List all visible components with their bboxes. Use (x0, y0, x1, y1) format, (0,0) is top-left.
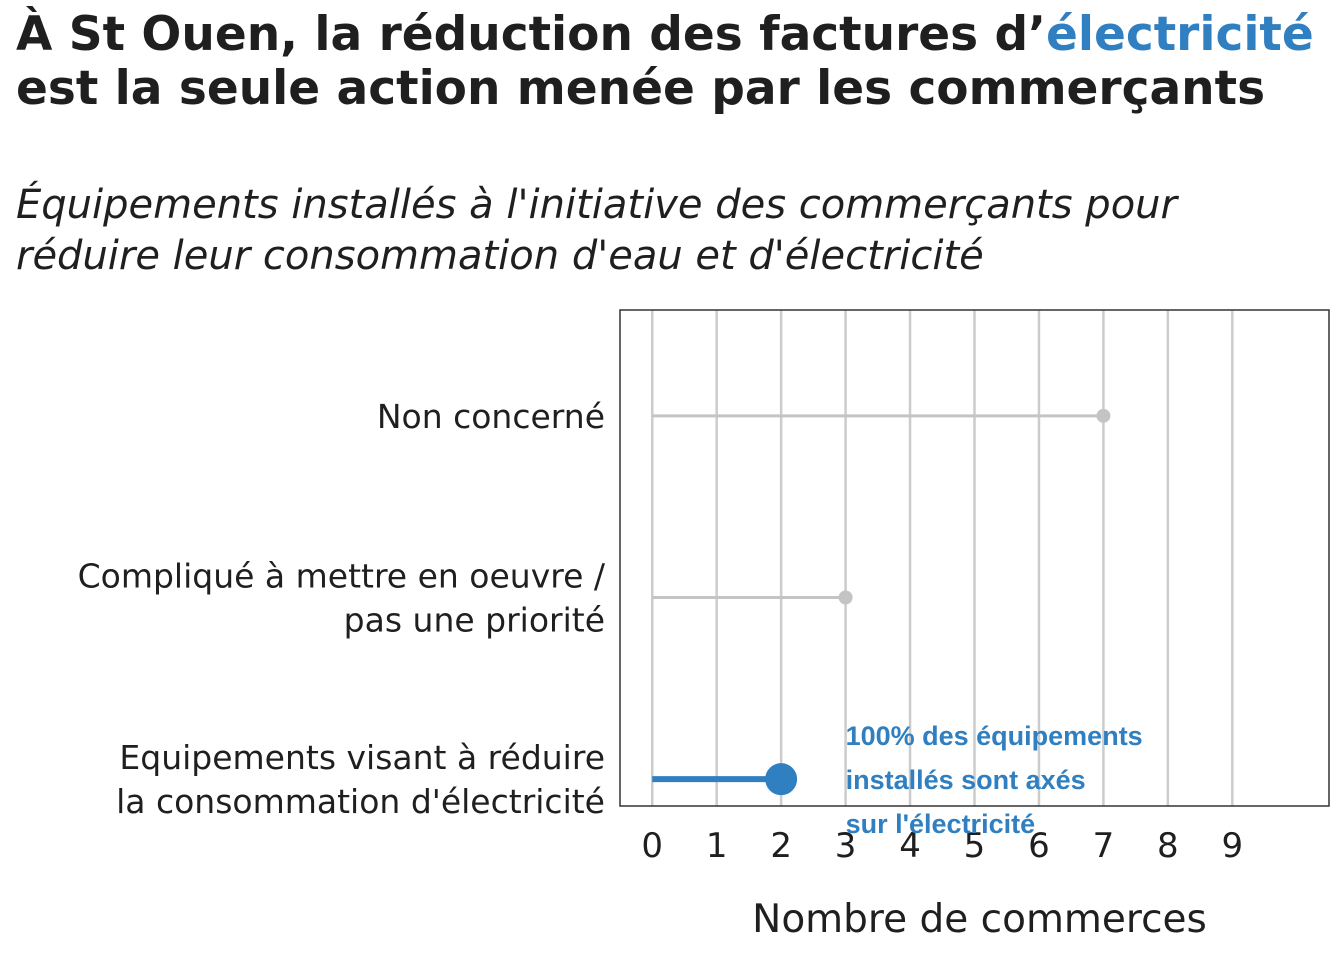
chart-subtitle: Équipements installés à l'initiative des… (16, 182, 1177, 279)
lollipop-point-1 (838, 590, 853, 605)
x-tick-label-2: 2 (770, 826, 792, 866)
x-tick-label-4: 4 (899, 826, 921, 866)
x-tick-label-7: 7 (1093, 826, 1115, 866)
x-axis-ticks: 0 1 2 3 4 5 6 7 8 9 (641, 826, 1243, 866)
x-tick-label-5: 5 (964, 826, 986, 866)
x-tick-label-3: 3 (835, 826, 857, 866)
plot-panel-border (619, 309, 1330, 807)
x-tick-label-9: 9 (1221, 826, 1243, 866)
chart-title-part1: À St Ouen, la réduction des factures d’ (16, 7, 1046, 62)
category-label-2: Equipements visant à réduire la consommat… (116, 738, 605, 821)
lollipop-point-0 (1096, 408, 1111, 423)
chart-annotation: 100% des équipements installés sont axés s… (846, 721, 1143, 839)
chart-title: À St Ouen, la réduction des factures d’é… (16, 8, 1326, 116)
grid-lines (650, 310, 1234, 806)
x-tick-label-1: 1 (706, 826, 728, 866)
x-axis-title: Nombre de commerces (752, 897, 1207, 942)
lollipop-marks (652, 408, 1111, 796)
category-label-0: Non concerné (377, 397, 605, 436)
category-labels: Non concerné Compliqué à mettre en oeuvre… (78, 397, 606, 821)
x-tick-label-0: 0 (641, 826, 663, 866)
category-label-1: Compliqué à mettre en oeuvre / pas une pr… (78, 557, 606, 640)
x-tick-label-8: 8 (1157, 826, 1179, 866)
chart-title-highlight: électricité (1045, 7, 1314, 62)
lollipop-point-2 (765, 763, 798, 796)
chart-title-part2: est la seule action menée par les commer… (16, 61, 1266, 116)
x-tick-label-6: 6 (1028, 826, 1050, 866)
